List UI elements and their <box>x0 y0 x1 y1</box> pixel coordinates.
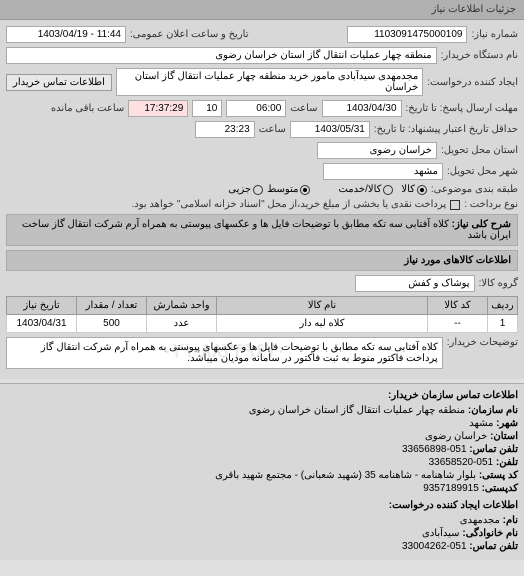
td-2: کلاه لبه دار <box>217 315 428 333</box>
need-text: کلاه آفتابی سه تکه مطابق با توضیحات فایل… <box>22 219 511 241</box>
c-org-label: نام سازمان: <box>468 405 518 416</box>
valid-date: 1403/05/31 <box>290 121 370 138</box>
group-field: پوشاک و کفش <box>355 275 475 292</box>
pay-text: پرداخت نقدی یا بخشی از مبلغ خرید،از محل … <box>6 199 446 210</box>
need-label: شرح کلی نیاز: <box>452 219 511 230</box>
main-panel: شماره نیاز: 1103091475000109 تاریخ و ساع… <box>0 20 524 379</box>
th-1: کد کالا <box>428 297 488 315</box>
creator-title: اطلاعات ایجاد کننده درخواست: <box>6 500 518 511</box>
radio-kala-icon <box>417 185 427 195</box>
pay-label: نوع برداخت : <box>464 199 518 210</box>
radio-service-icon <box>383 185 393 195</box>
c-org: منطقه چهار عملیات انتقال گاز استان خراسا… <box>249 405 465 416</box>
c-fax-label: تلفن: <box>496 457 518 468</box>
c-city: مشهد <box>469 418 493 429</box>
c-phone-label: تلفن تماس: <box>469 444 518 455</box>
c-mobile: 9357189915 <box>423 483 479 494</box>
th-0: ردیف <box>488 297 518 315</box>
c-province-label: استان: <box>490 431 518 442</box>
c-cphone-label: تلفن تماس: <box>469 541 518 552</box>
contact-title: اطلاعات تماس سازمان خریدار: <box>6 390 518 401</box>
c-name: مجدمهدی <box>460 515 500 526</box>
requester-label: ایجاد کننده درخواست: <box>427 77 518 88</box>
valid-label: حداقل تاریخ اعتبار پیشنهاد: تا تاریخ: <box>374 124 518 135</box>
time-label-1: ساعت <box>290 103 317 114</box>
c-postal-label: کد پستی: <box>479 470 518 481</box>
notes-text: کلاه آفتابی سه تکه مطابق با توضیحات فایل… <box>41 342 438 364</box>
deadline-date: 1403/04/30 <box>322 100 402 117</box>
remain-suffix: ساعت باقی مانده <box>51 103 124 114</box>
valid-time: 23:23 <box>195 121 255 138</box>
province-field: خراسان رضوی <box>317 142 437 159</box>
requester-field: مجدمهدی سیدآبادی مامور خرید منطقه چهار ع… <box>116 68 423 96</box>
deadline-label: مهلت ارسال پاسخ: تا تاریخ: <box>406 103 518 114</box>
c-family-label: نام خانوادگی: <box>462 528 518 539</box>
table-header-row: ردیف کد کالا نام کالا واحد شمارش تعداد /… <box>7 297 518 315</box>
goods-table: ردیف کد کالا نام کالا واحد شمارش تعداد /… <box>6 296 518 333</box>
radio-service[interactable]: کالا/خدمت <box>338 184 393 195</box>
th-3: واحد شمارش <box>147 297 217 315</box>
th-4: تعداد / مقدار <box>77 297 147 315</box>
pack-radio-group: کالا کالا/خدمت <box>338 184 426 195</box>
goods-section-title: اطلاعات کالاهای مورد نیاز <box>6 250 518 271</box>
th-5: تاریخ نیاز <box>7 297 77 315</box>
c-fax: 051-33658520 <box>429 457 494 468</box>
need-title-row: شرح کلی نیاز: کلاه آفتابی سه تکه مطابق ب… <box>6 214 518 246</box>
td-0: 1 <box>488 315 518 333</box>
c-postal: بلوار شاهنامه - شاهنامه 35 (شهید شعبانی)… <box>215 470 476 481</box>
td-4: 500 <box>77 315 147 333</box>
td-3: عدد <box>147 315 217 333</box>
radio-small[interactable]: جزیی <box>228 184 263 195</box>
time-label-2: ساعت <box>259 124 286 135</box>
req-no-label: شماره نیاز: <box>471 29 518 40</box>
group-label: گروه کالا: <box>479 278 518 289</box>
city-label: شهر محل تحویل: <box>447 166 518 177</box>
contact-section: اطلاعات تماس سازمان خریدار: نام سازمان: … <box>0 383 524 560</box>
deadline-time: 06:00 <box>226 100 286 117</box>
tab-header: جزئیات اطلاعات نیاز <box>0 0 524 20</box>
th-2: نام کالا <box>217 297 428 315</box>
radio-kala[interactable]: کالا <box>401 184 427 195</box>
city-field: مشهد <box>323 163 443 180</box>
contact-buyer-button[interactable]: اطلاعات تماس خریدار <box>6 74 112 91</box>
pack-label: طبقه بندی موضوعی: <box>431 184 518 195</box>
radio-small-label: جزیی <box>228 184 251 195</box>
c-mobile-label: کدپستی: <box>482 483 518 494</box>
radio-medium-label: متوسط <box>267 184 298 195</box>
notes-box: کلاه آفتابی سه تکه مطابق با توضیحات فایل… <box>6 337 443 369</box>
radio-kala-label: کالا <box>401 184 415 195</box>
notes-label: توضیحات خریدار: <box>447 337 518 348</box>
c-city-label: شهر: <box>496 418 518 429</box>
province-label: استان محل تحویل: <box>441 145 518 156</box>
org-field: منطقه چهار عملیات انتقال گاز استان خراسا… <box>6 47 437 64</box>
td-1: -- <box>428 315 488 333</box>
announce-label: تاریخ و ساعت اعلان عمومی: <box>130 29 249 40</box>
c-phone: 051-33656898 <box>402 444 467 455</box>
radio-medium-icon <box>300 185 310 195</box>
table-row[interactable]: 1 -- کلاه لبه دار عدد 500 1403/04/31 <box>7 315 518 333</box>
announce-field: 11:44 - 1403/04/19 <box>6 26 126 43</box>
c-province: خراسان رضوی <box>425 431 487 442</box>
remain-days: 10 <box>192 100 222 117</box>
remain-time: 17:37:29 <box>128 100 188 117</box>
c-name-label: نام: <box>503 515 518 526</box>
c-family: سیدآبادی <box>422 528 460 539</box>
radio-service-label: کالا/خدمت <box>338 184 381 195</box>
radio-small-icon <box>253 185 263 195</box>
req-no-field: 1103091475000109 <box>347 26 467 43</box>
radio-medium[interactable]: متوسط <box>267 184 310 195</box>
pay-checkbox[interactable] <box>450 200 460 210</box>
org-label: نام دستگاه خریدار: <box>441 50 518 61</box>
td-5: 1403/04/31 <box>7 315 77 333</box>
c-cphone: 051-33004262 <box>402 541 467 552</box>
